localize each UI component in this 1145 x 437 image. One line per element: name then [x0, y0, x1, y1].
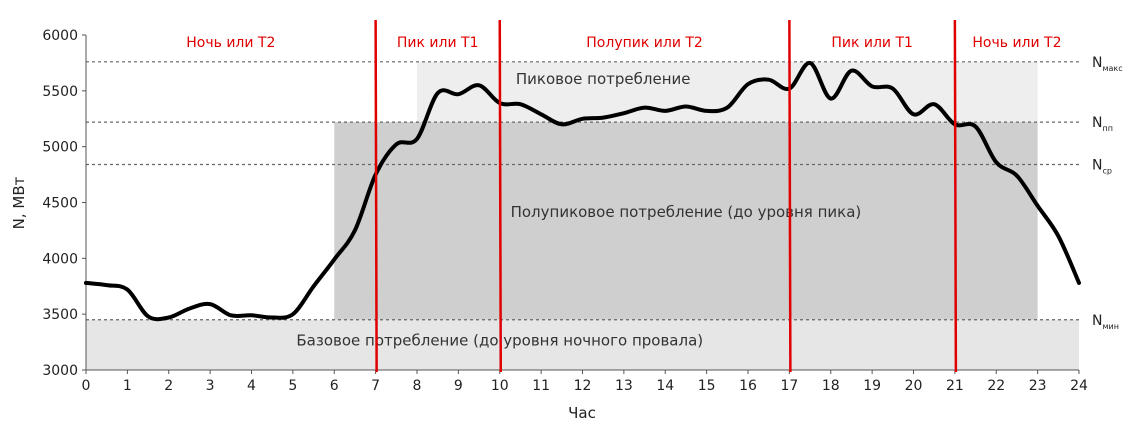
x-tick-label-21: 21 [946, 378, 964, 394]
x-tick-label-5: 5 [288, 378, 297, 394]
x-tick-label-20: 20 [905, 378, 923, 394]
y-tick-label-1: 3500 [42, 307, 78, 323]
x-tick-label-22: 22 [987, 378, 1005, 394]
region-label-1: Полупиковое потребление (до уровня пика) [511, 203, 862, 221]
level-label-2: Nср [1092, 158, 1112, 176]
x-tick-label-10: 10 [491, 378, 509, 394]
zone-label-0: Ночь или Т2 [186, 35, 275, 51]
axes-layer: 0 1 2 3 4 5 6 7 8 9 10 11 12 13 14 15 16 17 18 19 20 21 22 23 24… [42, 28, 1088, 394]
y-tick-label-2: 4000 [42, 251, 78, 267]
x-tick-label-6: 6 [330, 378, 339, 394]
x-tick-label-14: 14 [656, 378, 674, 394]
x-tick-label-24: 24 [1070, 378, 1088, 394]
x-tick-label-11: 11 [532, 378, 550, 394]
x-tick-label-18: 18 [822, 378, 840, 394]
x-tick-label-12: 12 [574, 378, 592, 394]
x-tick-label-0: 0 [82, 378, 91, 394]
region-0 [417, 61, 1038, 123]
x-tick-label-1: 1 [123, 378, 132, 394]
x-tick-label-9: 9 [454, 378, 463, 394]
y-tick-label-3: 4500 [42, 196, 78, 212]
x-tick-label-8: 8 [413, 378, 422, 394]
consumption-line [84, 60, 1081, 322]
zone-label-1: Пик или Т1 [397, 35, 479, 51]
y-tick-label-0: 3000 [42, 363, 78, 379]
zone-boundary-3 [953, 19, 958, 373]
level-label-3: Nмин [1092, 313, 1119, 331]
y-tick-label-5: 5500 [42, 84, 78, 100]
x-tick-label-23: 23 [1029, 378, 1047, 394]
y-tick-label-6: 6000 [42, 28, 78, 44]
x-tick-label-13: 13 [615, 378, 633, 394]
x-tick-label-15: 15 [698, 378, 716, 394]
y-axis-title: N, МВт [10, 176, 28, 229]
zone-label-4: Ночь или Т2 [972, 35, 1061, 51]
levels-layer: Nмакс Nпп Nср Nмин [86, 55, 1123, 331]
zone-boundary-0 [374, 19, 378, 373]
series-layer [84, 60, 1081, 322]
x-tick-label-17: 17 [780, 378, 798, 394]
x-tick-label-19: 19 [863, 378, 881, 394]
x-tick-label-4: 4 [247, 378, 256, 394]
zone-boundary-1 [498, 19, 502, 373]
regions-layer: Пиковое потребление Полупиковое потреблен… [86, 61, 1079, 370]
x-axis-title: Час [568, 404, 596, 422]
x-tick-label-7: 7 [371, 378, 380, 394]
y-tick-label-4: 5000 [42, 140, 78, 156]
x-tick-label-2: 2 [164, 378, 173, 394]
level-label-1: Nпп [1092, 115, 1113, 133]
zone-boundary-2 [788, 19, 792, 373]
region-2 [86, 319, 1079, 370]
zone-label-2: Полупик или Т2 [586, 35, 703, 51]
zone-label-3: Пик или Т1 [831, 35, 913, 51]
region-label-0: Пиковое потребление [516, 70, 691, 88]
zones-layer: Ночь или Т2 Пик или Т1 Полупик или Т2 Пик и… [186, 19, 1062, 373]
x-tick-label-3: 3 [206, 378, 215, 394]
region-1 [334, 122, 1038, 320]
x-tick-label-16: 16 [739, 378, 757, 394]
level-label-0: Nмакс [1092, 55, 1123, 73]
